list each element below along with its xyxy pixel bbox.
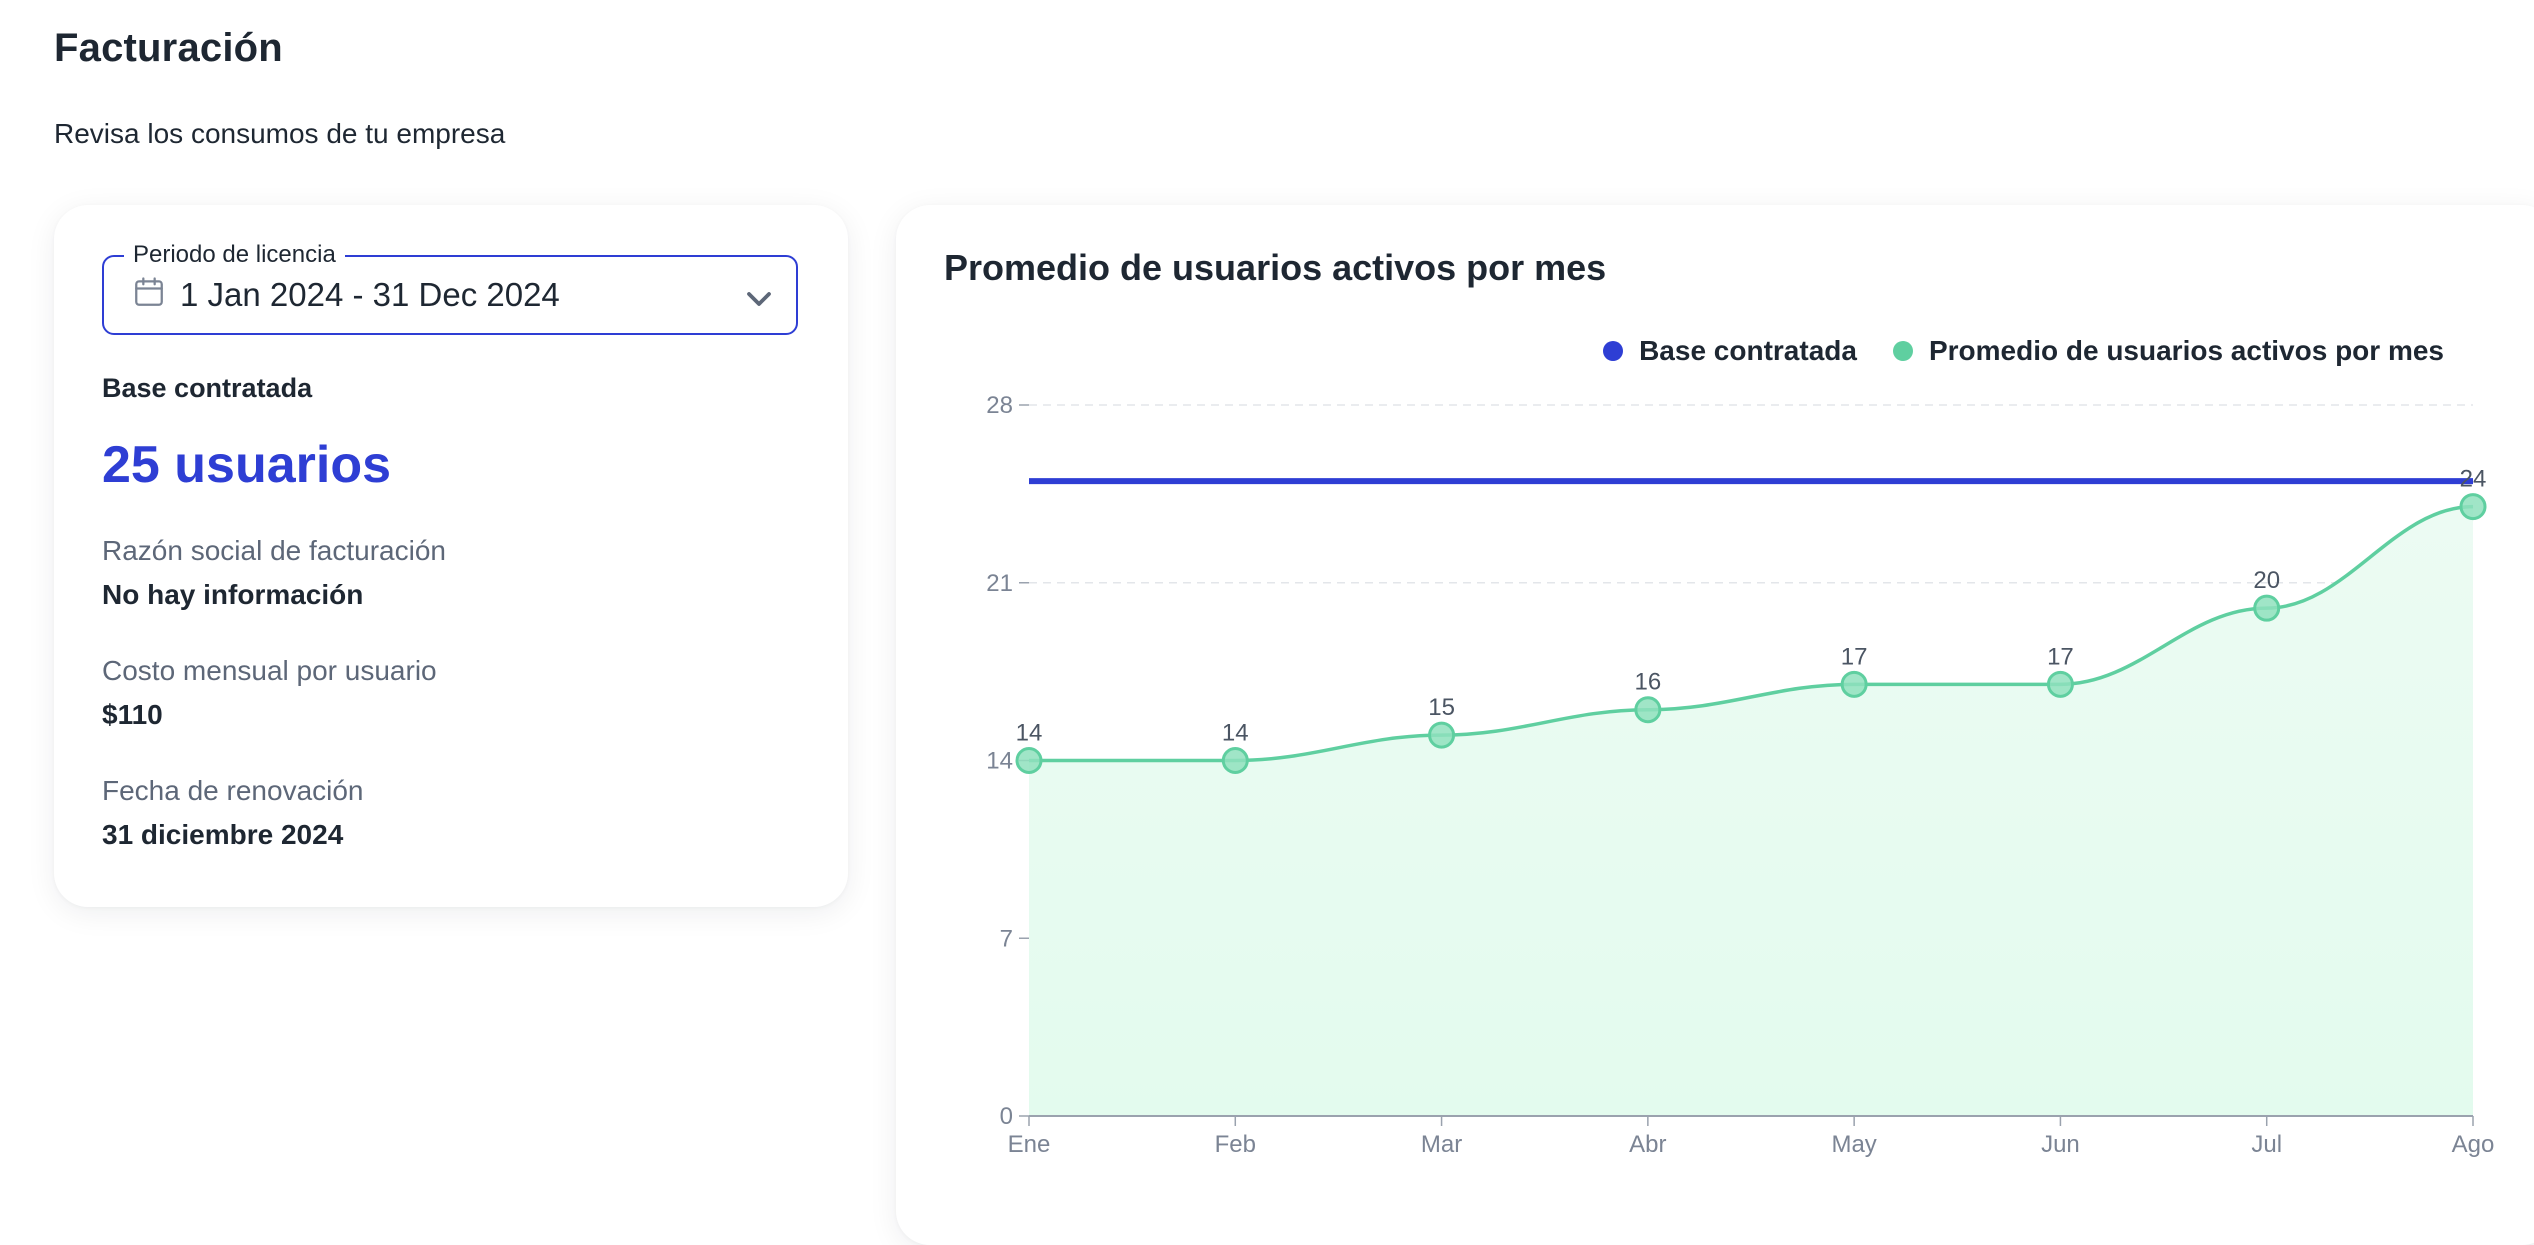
renewal-date-label: Fecha de renovación <box>102 775 364 806</box>
legend-item-active-users[interactable]: Promedio de usuarios activos por mes <box>1892 335 2444 367</box>
active-users-point <box>2459 493 2487 521</box>
chart-title: Promedio de usuarios activos por mes <box>944 247 1607 288</box>
x-tick-label: Feb <box>1215 1131 1256 1158</box>
x-tick-label: Jun <box>2041 1131 2080 1158</box>
x-tick-label: Jul <box>2251 1131 2282 1158</box>
active-users-point <box>1221 747 1249 774</box>
data-label: 17 <box>1841 643 1868 670</box>
data-label: 24 <box>2460 466 2487 493</box>
license-period-value: 1 Jan 2024 - 31 Dec 2024 <box>180 276 560 313</box>
x-tick-label: Ene <box>1008 1131 1051 1158</box>
active-users-point <box>1634 696 1662 724</box>
license-info-card: Periodo de licencia 1 Jan 2024 - 31 Dec … <box>54 205 848 907</box>
page-subtitle: Revisa los consumos de tu empresa <box>54 118 506 149</box>
x-tick-label: Abr <box>1629 1131 1666 1158</box>
base-contratada-value: 25 usuarios <box>102 436 392 494</box>
legend-item-base[interactable]: Base contratada <box>1603 335 1857 367</box>
data-label: 14 <box>1222 720 1249 747</box>
data-label: 17 <box>2047 643 2074 670</box>
chart-legend: Base contratada Promedio de usuarios act… <box>1567 335 2444 367</box>
billing-name-label: Razón social de facturación <box>102 535 446 566</box>
billing-name-value: No hay información <box>102 579 364 610</box>
monthly-cost-value: $110 <box>102 699 163 730</box>
base-contratada-label: Base contratada <box>102 373 313 403</box>
active-users-chart-card: 0 7 14 21 28 Ene Feb Mar Abr May Jun Jul Ago 14 14 15 16… <box>896 205 2534 1245</box>
renewal-date-value: 31 diciembre 2024 <box>102 819 344 850</box>
page-title: Facturación <box>54 26 283 70</box>
data-label: 15 <box>1428 694 1455 721</box>
y-tick-label: 14 <box>986 748 1013 775</box>
legend-dot-base <box>1603 341 1624 361</box>
y-tick-label: 7 <box>1000 925 1013 952</box>
data-label: 20 <box>2253 567 2280 594</box>
active-users-area <box>1029 506 2473 1117</box>
calendar-icon <box>135 277 163 306</box>
legend-dot-active-users <box>1892 341 1913 361</box>
y-tick-label: 21 <box>986 570 1013 597</box>
legend-label-base: Base contratada <box>1639 335 1857 366</box>
active-users-point <box>1428 721 1456 749</box>
monthly-cost-label: Costo mensual por usuario <box>102 655 437 686</box>
license-period-select[interactable]: Periodo de licencia 1 Jan 2024 - 31 Dec … <box>102 241 798 335</box>
license-period-label: Periodo de licencia <box>124 241 345 269</box>
active-users-point <box>2253 594 2281 622</box>
x-tick-label: Mar <box>1421 1131 1462 1158</box>
data-label: 16 <box>1635 669 1662 696</box>
chevron-down-icon[interactable] <box>744 287 774 311</box>
x-tick-label: May <box>1831 1131 1876 1158</box>
legend-label-active-users: Promedio de usuarios activos por mes <box>1928 335 2444 366</box>
data-label: 14 <box>1016 720 1043 747</box>
x-tick-label: Ago <box>2452 1131 2495 1158</box>
active-users-point <box>2046 670 2074 698</box>
y-tick-label: 0 <box>1000 1103 1013 1130</box>
y-tick-label: 28 <box>986 392 1013 419</box>
active-users-point <box>1840 670 1868 698</box>
active-users-point <box>1015 747 1043 774</box>
